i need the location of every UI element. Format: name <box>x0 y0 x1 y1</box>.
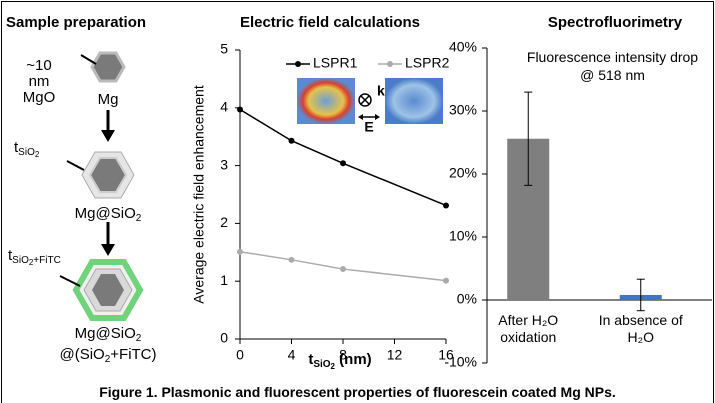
x-tick-label: 16 <box>438 347 454 363</box>
line <box>239 108 447 207</box>
arrowhead <box>101 130 115 142</box>
schematic <box>59 51 144 321</box>
label: SiO <box>18 147 35 158</box>
y-tick-label: 40% <box>449 39 477 55</box>
label: Mg@SiO <box>74 205 136 222</box>
label: 2 <box>34 150 40 159</box>
hexagon <box>90 51 126 83</box>
marker <box>237 106 243 113</box>
y-tick-label: 30% <box>449 102 477 118</box>
legend-label: LSPR2 <box>405 55 450 71</box>
x-tick-label: 0 <box>236 347 244 363</box>
x-tick-label: In absence of H₂O <box>598 312 683 345</box>
annotation: Fluorescence intensity drop @ 518 nm <box>526 49 699 83</box>
y-tick-label: 1 <box>220 272 228 288</box>
k-symbol <box>358 93 372 107</box>
label: t <box>8 247 13 264</box>
legend-marker <box>295 61 301 67</box>
y-tick-label: 4 <box>220 99 228 115</box>
panel-title: Electric field calculations <box>239 14 421 31</box>
y-tick-label: 3 <box>220 156 228 172</box>
y-tick-label: 5 <box>220 41 228 57</box>
label: +FiTC <box>33 255 61 266</box>
arrow <box>66 160 85 171</box>
x-tick-label: 8 <box>339 347 347 363</box>
label: 2 <box>135 333 142 344</box>
panel-title: Spectrofluorimetry <box>547 14 683 31</box>
y-tick-label: 20% <box>449 165 477 181</box>
schematic-label: tSiO2+FiTC <box>8 248 108 271</box>
hexagon <box>88 157 128 193</box>
field-map <box>297 78 355 124</box>
marker <box>288 137 295 144</box>
caption: Figure 1. Plasmonic and fluorescent prop… <box>99 384 616 400</box>
y-tick-label: 0% <box>457 291 477 307</box>
x-tick-label: After H₂O oxidation <box>498 312 559 345</box>
arrowhead <box>358 114 363 120</box>
label: SiO2+FiTC <box>12 255 61 267</box>
y-tick-label: 2 <box>220 214 228 230</box>
schematic-label: Mg <box>97 91 119 108</box>
y-tick-label: 10% <box>449 228 477 244</box>
label: @(SiO <box>59 346 105 363</box>
marker <box>443 277 449 284</box>
marker <box>340 266 346 273</box>
arrowhead <box>375 114 380 120</box>
x-tick-label: 12 <box>387 347 403 363</box>
arrow <box>59 275 81 287</box>
schematic-label: Mg@SiO2 @(SiO2+FiTC) <box>48 326 168 368</box>
label: t <box>308 351 314 368</box>
inset-label: E <box>364 119 373 135</box>
label: Mg@SiO <box>74 325 136 342</box>
marker <box>340 160 346 167</box>
x-tick-label: 4 <box>288 347 296 363</box>
label: 2 <box>135 213 142 224</box>
label: SiO <box>12 255 29 266</box>
hexagon <box>92 274 124 306</box>
x-axis-title: tSiO2 (nm) <box>290 352 390 375</box>
label: ~10 nm <box>26 57 52 90</box>
k-symbol <box>360 95 370 105</box>
label: 2 <box>104 354 111 365</box>
label: SiO <box>313 359 331 370</box>
panel-title: Sample preparation <box>6 14 147 31</box>
label: SiO2 <box>313 359 335 371</box>
schematic-label: tSiO2 <box>14 140 64 163</box>
label: 2 <box>330 362 335 371</box>
marker <box>237 248 243 255</box>
marker <box>443 202 449 209</box>
legend-label: LSPR1 <box>313 55 358 71</box>
field-map <box>385 78 443 124</box>
label: MgO <box>22 89 56 106</box>
label: SiO2 <box>18 147 40 159</box>
line <box>239 250 447 282</box>
field-maps: k E <box>297 78 443 135</box>
marker <box>288 256 295 263</box>
schematic-label: Mg@SiO2 <box>58 206 158 227</box>
legend-marker <box>387 61 393 67</box>
y-tick-label: -10% <box>444 354 477 370</box>
y-axis-title: Average electric field enhancement <box>191 85 207 304</box>
label: 2 <box>28 258 34 267</box>
label: (nm) <box>335 351 372 368</box>
inset-label: k <box>377 83 385 99</box>
schematic-label: ~10 nm MgO <box>14 58 64 106</box>
arrowhead <box>101 244 115 256</box>
label: t <box>14 139 19 156</box>
label: +FiTC) <box>110 346 157 363</box>
arrow <box>80 54 97 65</box>
y-tick-label: 0 <box>220 330 228 346</box>
